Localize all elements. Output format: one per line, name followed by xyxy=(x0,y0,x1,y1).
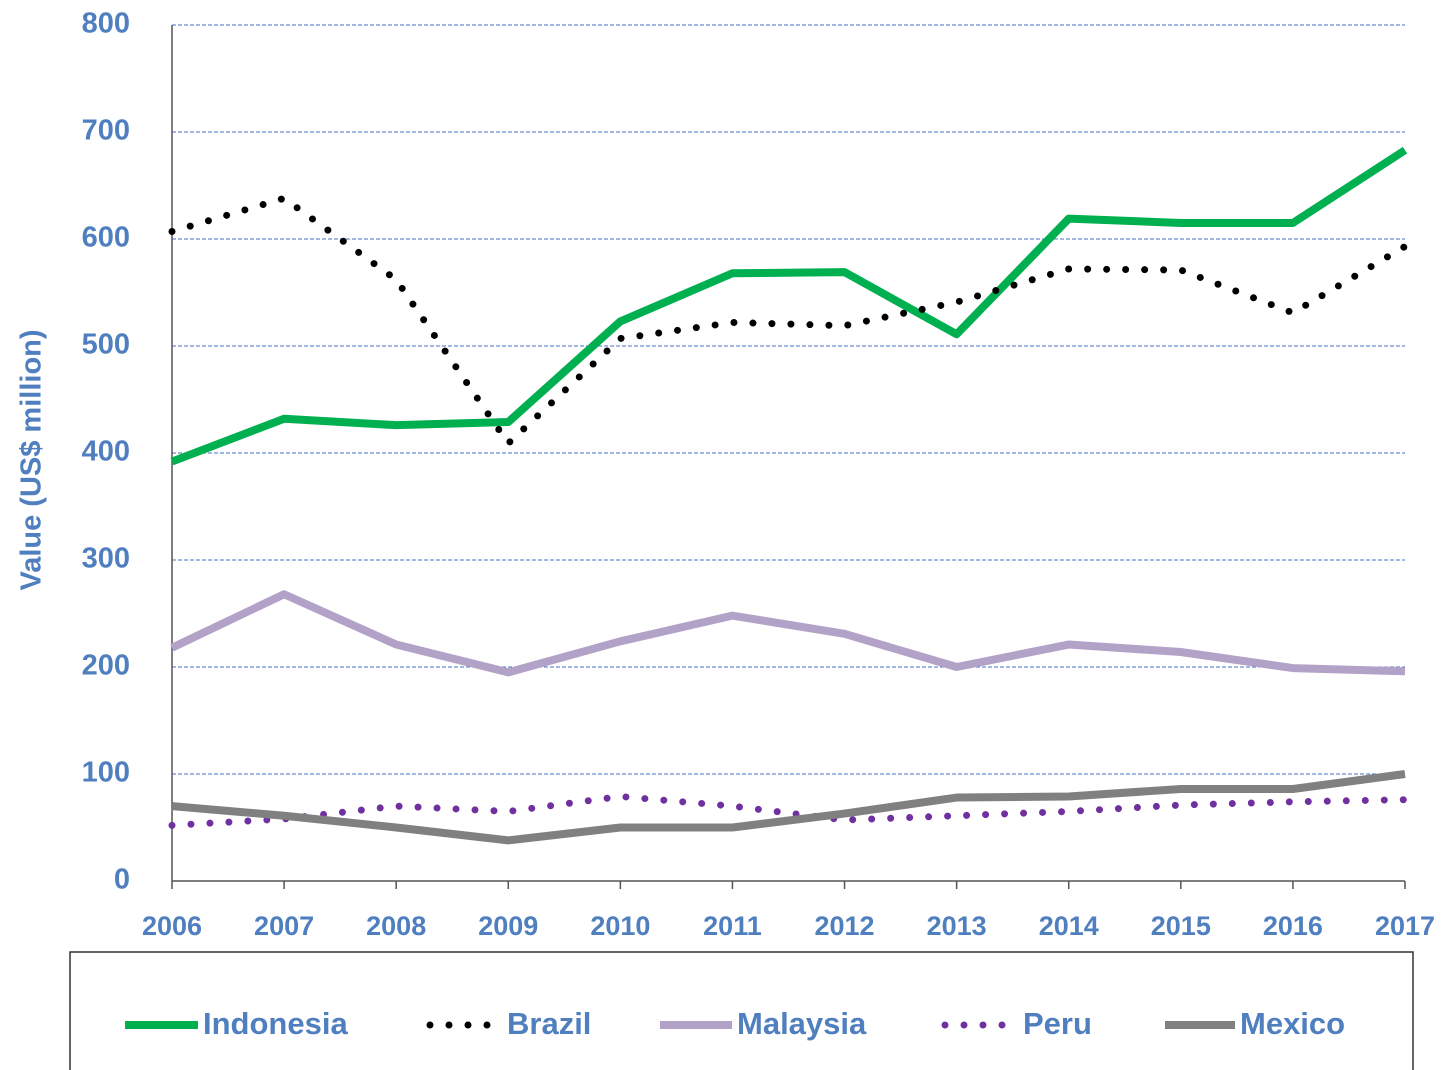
x-tick-label: 2007 xyxy=(254,911,314,941)
y-tick-label: 100 xyxy=(82,757,130,789)
series-line xyxy=(168,194,1409,449)
y-tick-label: 700 xyxy=(82,115,130,147)
x-tick-label: 2015 xyxy=(1151,911,1211,941)
x-tick-label: 2016 xyxy=(1263,911,1323,941)
series-line xyxy=(170,146,1408,466)
x-tick-label: 2014 xyxy=(1039,911,1099,941)
x-tick-label: 2008 xyxy=(366,911,426,941)
legend-label: Indonesia xyxy=(203,1006,348,1041)
y-tick-label: 300 xyxy=(82,543,130,575)
legend-label: Peru xyxy=(1023,1006,1092,1041)
legend-label: Mexico xyxy=(1240,1006,1345,1041)
x-tick-label: 2006 xyxy=(142,911,202,941)
y-tick-label: 600 xyxy=(82,222,130,254)
y-tick-label: 400 xyxy=(82,436,130,468)
y-axis-label: Value (US$ million) xyxy=(16,329,48,590)
legend-label: Malaysia xyxy=(737,1006,867,1041)
x-tick-label: 2009 xyxy=(478,911,538,941)
series-line xyxy=(171,770,1406,845)
legend-label: Brazil xyxy=(507,1006,591,1041)
y-tick-label: 200 xyxy=(82,650,130,682)
x-tick-label: 2010 xyxy=(590,911,650,941)
x-tick-label: 2017 xyxy=(1375,911,1435,941)
x-tick-label: 2011 xyxy=(703,911,762,941)
x-tick-label: 2012 xyxy=(815,911,875,941)
series-line xyxy=(170,590,1406,677)
y-tick-label: 500 xyxy=(82,329,130,361)
y-tick-label: 800 xyxy=(82,8,130,40)
x-tick-label: 2013 xyxy=(927,911,987,941)
series-line xyxy=(168,792,1409,829)
y-tick-label: 0 xyxy=(114,864,130,896)
legend-box xyxy=(69,951,1414,1070)
